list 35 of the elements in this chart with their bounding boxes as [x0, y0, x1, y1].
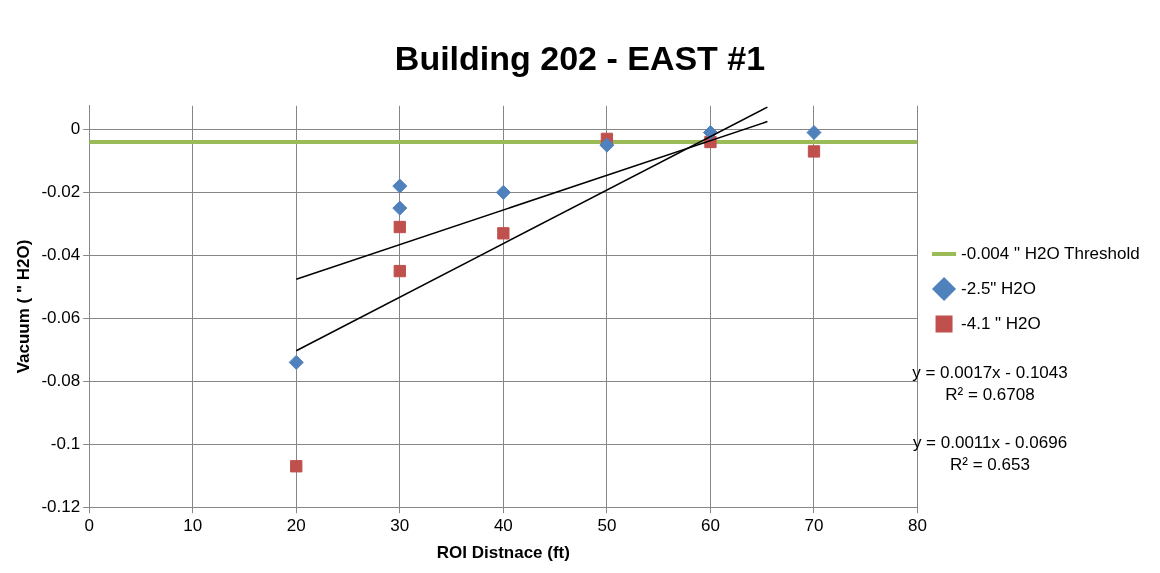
x-tick-label: 30 — [390, 516, 410, 536]
y-tick-label: -0.02 — [41, 182, 81, 202]
point — [392, 178, 408, 194]
point — [393, 264, 406, 278]
point — [599, 137, 615, 153]
y-axis-title: Vacuum ( " H2O) — [13, 239, 33, 374]
point — [290, 460, 303, 473]
y-tick-label: 0 — [70, 119, 81, 139]
x-tick-label: 50 — [597, 516, 617, 536]
annotation: y = 0.0017x - 0.1043 R² = 0.6708 — [911, 362, 1069, 406]
y-tick-label: -0.1 — [50, 433, 81, 453]
point — [497, 227, 510, 240]
x-tick-label: 0 — [84, 516, 94, 536]
chart-title: Building 202 - EAST #1 — [394, 38, 766, 77]
y-tick-label: -0.04 — [41, 245, 81, 265]
x-axis-title: ROI Distnace (ft) — [436, 543, 570, 563]
y-tick-label: -0.12 — [41, 496, 81, 516]
point — [288, 354, 304, 370]
x-tick-label: 60 — [700, 516, 720, 536]
point — [807, 145, 821, 158]
point — [495, 184, 511, 200]
x-tick-label: 40 — [493, 516, 513, 536]
point — [392, 200, 408, 216]
x-tick-label: 10 — [183, 516, 203, 536]
annotation: y = 0.0011x - 0.0696 R² = 0.653 — [911, 432, 1069, 476]
legend-label: -2.5" H2O — [961, 278, 1037, 298]
x-tick-label: 20 — [286, 516, 306, 536]
x-tick-label: 80 — [908, 516, 927, 536]
point — [393, 220, 406, 234]
y-tick-label: -0.08 — [41, 370, 81, 390]
legend-label: -4.1 " H2O — [961, 313, 1041, 333]
legend-label: -0.004 " H2O Threshold — [961, 243, 1140, 263]
x-tick-label: 70 — [804, 516, 824, 536]
point — [806, 125, 822, 141]
y-tick-label: -0.06 — [41, 307, 81, 327]
